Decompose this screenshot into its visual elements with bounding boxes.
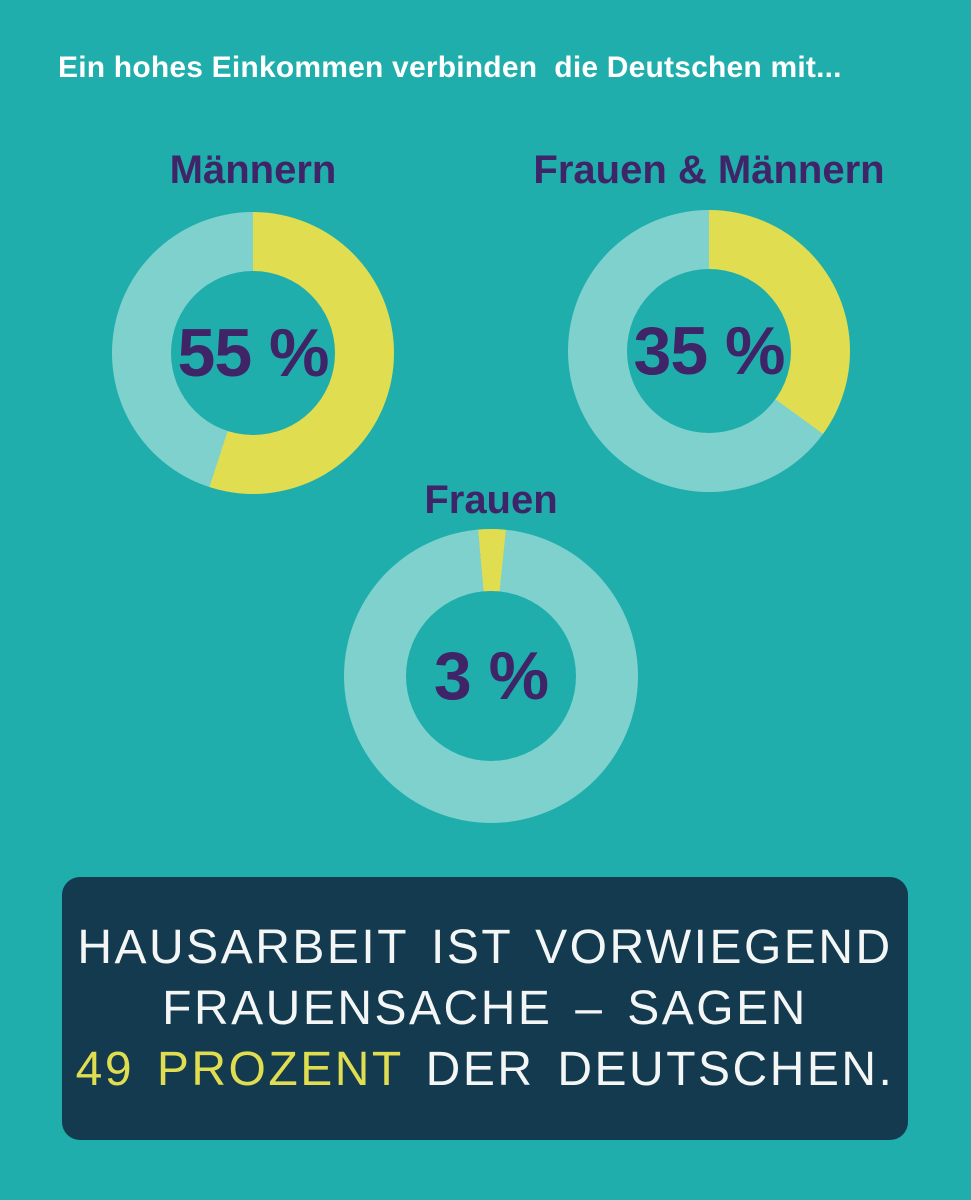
- callout-highlight: 49 PROZENT: [75, 1043, 403, 1096]
- chart-label-wrap: Frauen & Männern: [533, 150, 884, 194]
- donut-ring: 55 %: [112, 212, 394, 494]
- donut-value: 35 %: [633, 313, 786, 389]
- donut-ring: 3 %: [344, 529, 638, 823]
- donut-value: 3 %: [433, 638, 549, 714]
- callout-box: HAUSARBEIT IST VORWIEGEND FRAUENSACHE – …: [62, 877, 908, 1140]
- donut-chart-frauen: Frauen 3 %: [344, 480, 638, 823]
- chart-label: Männern: [169, 148, 337, 192]
- chart-label-wrap: Männern: [112, 150, 394, 194]
- callout-line-1: HAUSARBEIT IST VORWIEGEND: [77, 921, 893, 974]
- donut-chart-frauen-und-maennern: Frauen & Männern 35 %: [533, 150, 885, 492]
- callout-line-3: 49 PROZENT DER DEUTSCHEN.: [76, 1039, 895, 1100]
- chart-label: Frauen & Männern: [533, 148, 885, 192]
- donut-chart-maennern: Männern 55 %: [112, 150, 394, 494]
- callout-line-3-rest: DER DEUTSCHEN.: [402, 1043, 895, 1096]
- chart-label: Frauen: [424, 478, 558, 522]
- page-title: Ein hohes Einkommen verbinden die Deutsc…: [58, 51, 842, 84]
- donut-value: 55 %: [177, 315, 330, 391]
- donut-ring: 35 %: [568, 210, 850, 492]
- chart-label-wrap: Frauen: [344, 480, 638, 524]
- callout-line-2: FRAUENSACHE – SAGEN: [162, 982, 808, 1035]
